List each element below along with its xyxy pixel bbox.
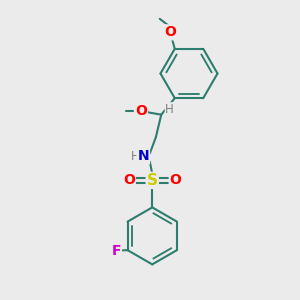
- Text: O: O: [164, 25, 176, 39]
- Text: O: O: [135, 104, 147, 118]
- Text: H: H: [131, 150, 140, 163]
- Text: F: F: [111, 244, 121, 258]
- Text: N: N: [137, 149, 149, 164]
- Text: O: O: [123, 173, 135, 188]
- Text: O: O: [170, 173, 182, 188]
- Text: H: H: [165, 103, 174, 116]
- Text: S: S: [147, 173, 158, 188]
